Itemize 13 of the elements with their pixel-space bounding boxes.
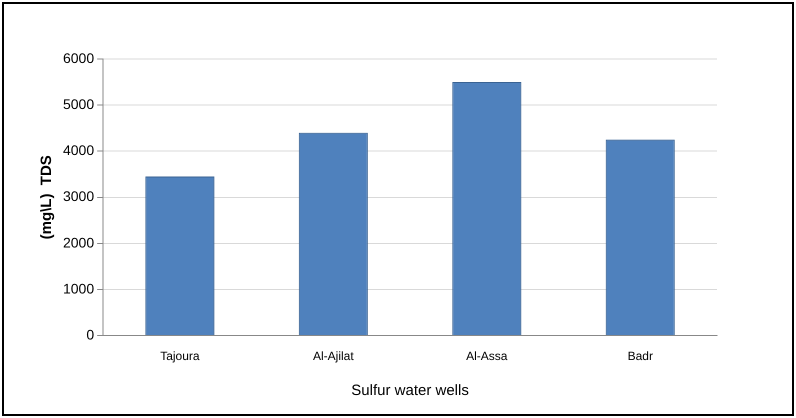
x-axis-title: Sulfur water wells: [351, 382, 469, 400]
y-axis-title: (mg\L) TDS: [38, 155, 56, 240]
y-tick-label: 1000: [62, 280, 94, 296]
y-tick-label: 0: [86, 326, 94, 342]
x-tick-label: Tajoura: [160, 349, 200, 364]
y-tick-label: 5000: [62, 96, 94, 112]
y-tick-label: 4000: [62, 142, 94, 158]
x-tick-label: Badr: [628, 349, 653, 364]
y-tick-label: 6000: [62, 50, 94, 66]
y-tick-label: 2000: [62, 234, 94, 250]
x-tick-label: Al-Ajilat: [312, 349, 354, 364]
x-tick-label: Al-Assa: [466, 349, 508, 364]
y-tick-label: 3000: [62, 188, 94, 204]
